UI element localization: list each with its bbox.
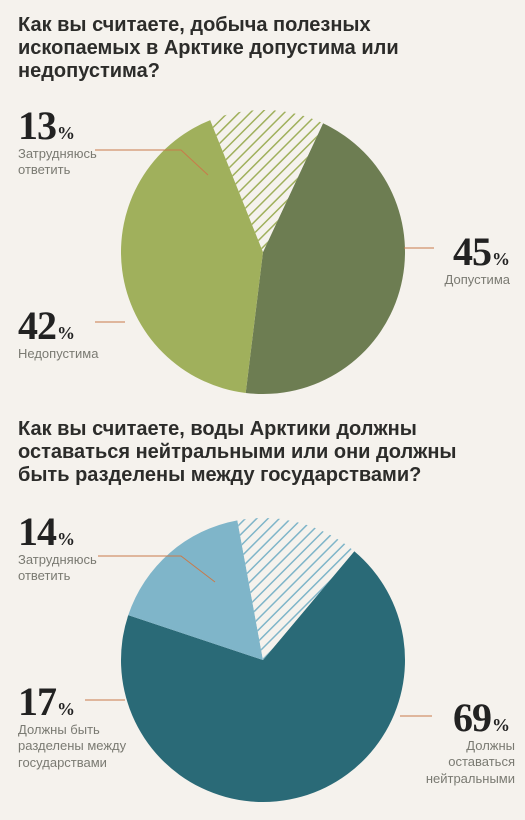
chart2-caption-0: Должны оставаться нейтральными [415, 738, 515, 787]
chart1-caption-0: Допустима [345, 272, 510, 288]
chart1-caption-2: Затрудняюсь ответить [18, 146, 128, 179]
chart2-pct-1: 17% [18, 678, 75, 725]
chart2-pct-2: 14% [18, 508, 75, 555]
chart2-pct-0: 69% [415, 694, 510, 741]
chart2-caption-1: Должны быть разделены между государствам… [18, 722, 138, 771]
chart2-caption-2: Затрудняюсь ответить [18, 552, 128, 585]
chart1-pct-0: 45% [420, 228, 510, 275]
chart1-caption-1: Недопустима [18, 346, 138, 362]
chart1-pct-1: 42% [18, 302, 75, 349]
chart1-pct-2: 13% [18, 102, 75, 149]
chart2-title: Как вы считаете, воды Арктики должны ост… [18, 418, 508, 487]
